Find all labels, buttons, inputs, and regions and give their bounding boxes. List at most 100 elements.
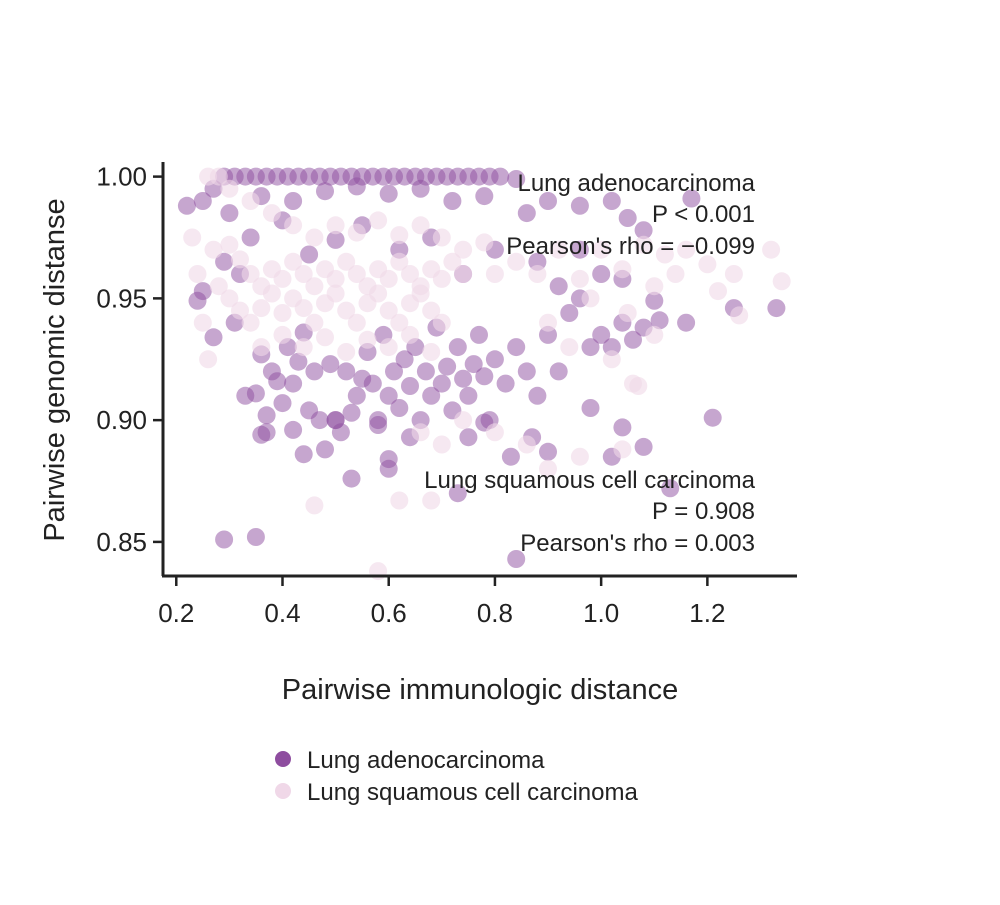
adeno-point-50 — [215, 252, 234, 271]
adeno-point-124 — [369, 416, 388, 434]
adeno-point-100 — [496, 374, 515, 393]
squamous-point-88 — [709, 282, 727, 301]
squamous-point-79 — [592, 240, 611, 259]
adeno-point-81 — [390, 399, 409, 417]
adeno-point-144 — [241, 228, 260, 247]
squamous-point-77 — [549, 240, 568, 259]
squamous-point-101 — [432, 435, 451, 454]
legend-marker-squamous — [275, 783, 291, 799]
adeno-point-49 — [204, 328, 223, 347]
squamous-point-40 — [241, 313, 260, 332]
adeno-point-58 — [268, 372, 287, 391]
squamous-point-5 — [284, 216, 303, 235]
squamous-point-52 — [369, 284, 388, 303]
squamous-point-106 — [570, 447, 589, 466]
squamous-point-43 — [273, 304, 292, 322]
squamous-point-82 — [655, 245, 674, 264]
squamous-point-38 — [220, 289, 239, 308]
squamous-point-45 — [294, 299, 313, 318]
adeno-point-30 — [507, 170, 526, 188]
squamous-point-62 — [316, 328, 334, 347]
squamous-point-70 — [193, 313, 212, 332]
adeno-point-126 — [379, 459, 398, 478]
adeno-point-67 — [316, 440, 334, 459]
adeno-point-115 — [650, 311, 669, 330]
adeno-point-66 — [310, 411, 329, 430]
adeno-point-128 — [448, 484, 467, 503]
squamous-point-76 — [528, 265, 547, 283]
squamous-point-75 — [507, 252, 526, 271]
adeno-point-71 — [337, 362, 356, 381]
adeno-point-119 — [252, 425, 271, 444]
y-tick-label-2: 0.95 — [96, 283, 147, 313]
squamous-point-71 — [199, 350, 218, 369]
adeno-point-108 — [581, 338, 600, 357]
adeno-point-116 — [677, 313, 696, 332]
squamous-point-9 — [369, 211, 388, 230]
adeno-point-129 — [459, 428, 478, 447]
squamous-point-91 — [666, 265, 685, 283]
adeno-point-102 — [517, 362, 536, 381]
squamous-point-49 — [337, 301, 356, 320]
squamous-point-97 — [645, 325, 664, 344]
adeno-point-134 — [581, 399, 600, 417]
squamous-point-83 — [677, 240, 696, 259]
squamous-point-85 — [724, 265, 743, 283]
adeno-annotation-p: P < 0.001 — [652, 201, 755, 228]
adeno-point-147 — [326, 230, 345, 249]
adeno-point-97 — [475, 367, 494, 386]
adeno-point-82 — [395, 350, 414, 369]
squamous-point-65 — [379, 338, 398, 357]
squamous-point-100 — [411, 423, 430, 442]
adeno-point-92 — [448, 338, 467, 357]
squamous-point-46 — [305, 313, 324, 332]
adeno-point-37 — [411, 179, 430, 198]
adeno-point-94 — [459, 386, 478, 405]
adeno-point-44 — [618, 209, 637, 227]
adeno-point-103 — [528, 386, 547, 405]
squamous-point-53 — [379, 301, 398, 320]
squamous-point-10 — [390, 226, 409, 245]
squamous-point-80 — [613, 260, 632, 279]
adeno-point-105 — [549, 362, 568, 381]
squamous-point-68 — [183, 228, 202, 247]
squamous-point-2 — [220, 179, 239, 198]
squamous-point-99 — [629, 377, 648, 395]
squamous-point-72 — [204, 240, 223, 259]
squamous-point-8 — [347, 223, 366, 242]
squamous-point-60 — [273, 325, 292, 344]
squamous-point-92 — [539, 313, 557, 332]
squamous-point-73 — [209, 277, 228, 296]
adeno-point-99 — [485, 350, 504, 369]
squamous-point-35 — [432, 269, 451, 288]
squamous-point-20 — [273, 269, 292, 288]
squamous-point-15 — [220, 235, 239, 254]
squamous-point-54 — [390, 313, 409, 332]
squamous-point-59 — [252, 338, 271, 357]
squamous-point-90 — [645, 277, 664, 296]
squamous-point-16 — [231, 250, 249, 269]
adeno-point-42 — [570, 196, 589, 215]
adeno-point-141 — [246, 528, 265, 546]
adeno-point-96 — [470, 325, 488, 344]
adeno-point-131 — [501, 447, 520, 466]
squamous-point-39 — [231, 301, 249, 320]
adeno-point-86 — [416, 362, 435, 381]
squamous-point-61 — [294, 338, 313, 357]
squamous-point-42 — [262, 284, 281, 303]
squamous-point-105 — [539, 459, 557, 478]
adeno-point-140 — [215, 530, 234, 549]
adeno-point-146 — [300, 245, 319, 264]
adeno-point-40 — [517, 204, 536, 223]
adeno-point-61 — [284, 374, 303, 393]
x-tick-label-5: 1.2 — [689, 598, 725, 628]
x-tick-label-1: 0.4 — [264, 598, 300, 628]
adeno-point-114 — [645, 291, 664, 310]
squamous-point-64 — [358, 330, 377, 349]
y-tick-label-1: 0.90 — [96, 405, 147, 435]
squamous-point-104 — [517, 435, 536, 454]
legend-marker-adeno — [275, 751, 291, 767]
squamous-point-102 — [454, 411, 473, 430]
adeno-point-79 — [379, 386, 398, 405]
x-tick-label-0: 0.2 — [158, 598, 194, 628]
